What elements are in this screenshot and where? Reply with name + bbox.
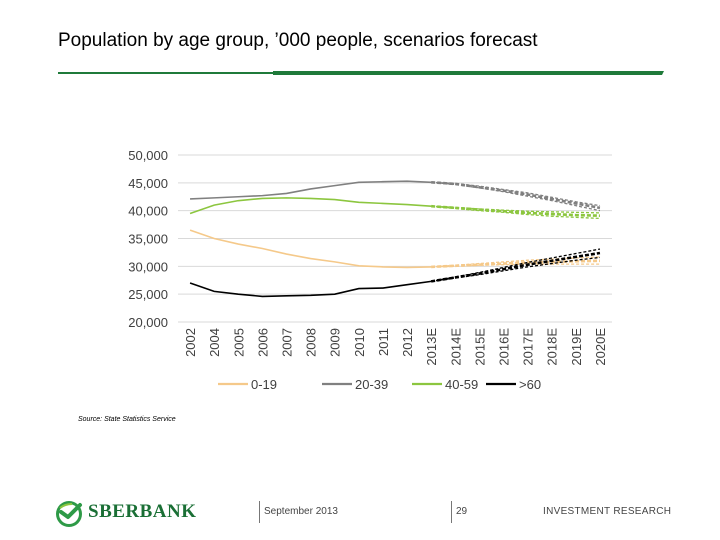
x-tick-label: 2009 bbox=[328, 328, 343, 357]
footer-date: September 2013 bbox=[264, 506, 338, 517]
slide-title: Population by age group, ’000 people, sc… bbox=[58, 30, 538, 51]
series-line-40-59 bbox=[189, 197, 432, 215]
y-tick-label: 30,000 bbox=[128, 259, 168, 274]
y-tick-label: 45,000 bbox=[128, 176, 168, 191]
x-tick-label: 2006 bbox=[255, 328, 270, 357]
series-forecast-40-59 bbox=[431, 204, 600, 217]
page-number: 29 bbox=[456, 506, 468, 517]
series-forecast-20-39 bbox=[431, 180, 601, 210]
x-tick-label: 2002 bbox=[183, 328, 198, 357]
legend-label: 20-39 bbox=[355, 377, 388, 392]
x-tick-label: 2004 bbox=[207, 328, 222, 357]
title-underline-bar bbox=[58, 71, 664, 75]
x-tick-label: 2005 bbox=[231, 328, 246, 357]
series-line-0-19 bbox=[189, 229, 432, 269]
sberbank-logo-mark bbox=[56, 501, 82, 527]
gridlines bbox=[178, 154, 612, 323]
scenario-low-40-59 bbox=[431, 205, 600, 220]
y-tick-label: 40,000 bbox=[128, 204, 168, 219]
chart-legend: 0-19 20-39 40-59 >60 bbox=[218, 377, 541, 392]
title-underline bbox=[58, 71, 664, 75]
footer-department: INVESTMENT RESEARCH bbox=[543, 506, 672, 517]
x-axis-tick-labels: 2002 2004 2005 2006 2007 2008 2009 2010 2011 2012… bbox=[183, 328, 608, 366]
y-tick-label: 20,000 bbox=[128, 315, 168, 330]
x-tick-label: 2017E bbox=[521, 328, 536, 366]
source-note: Source: State Statistics Service bbox=[78, 416, 176, 423]
y-axis-tick-labels: 20,000 25,000 30,000 35,000 40,000 45,000 50,0… bbox=[128, 148, 168, 330]
footer-divider bbox=[451, 501, 452, 523]
x-tick-label: 2018E bbox=[545, 328, 560, 366]
x-tick-label: 2010 bbox=[352, 328, 367, 357]
y-tick-label: 25,000 bbox=[128, 287, 168, 302]
scenario-high-20-39 bbox=[431, 181, 601, 207]
scenario-high-0-19 bbox=[431, 256, 600, 268]
series-line->60 bbox=[189, 280, 432, 298]
series-forecast->60 bbox=[430, 251, 601, 283]
legend-label: 0-19 bbox=[251, 377, 277, 392]
scenario-low->60 bbox=[431, 256, 601, 283]
x-tick-label: 2011 bbox=[376, 328, 391, 356]
x-tick-label: 2014E bbox=[448, 328, 463, 366]
y-tick-label: 35,000 bbox=[128, 232, 168, 247]
scenario-high-40-59 bbox=[431, 205, 600, 214]
x-tick-label: 2019E bbox=[569, 328, 584, 366]
x-tick-label: 2012 bbox=[400, 328, 415, 357]
x-tick-label: 2007 bbox=[280, 328, 295, 357]
series-line-20-39 bbox=[190, 180, 432, 200]
x-tick-label: 2008 bbox=[304, 328, 319, 357]
legend-label: 40-59 bbox=[445, 377, 478, 392]
x-tick-label: 2020E bbox=[593, 328, 608, 366]
series-lines bbox=[189, 180, 601, 298]
x-tick-label: 2016E bbox=[497, 328, 512, 366]
x-tick-label: 2015E bbox=[472, 328, 487, 366]
brand-name: SBERBANK bbox=[88, 501, 197, 522]
footer-divider bbox=[259, 501, 260, 523]
scenario-low-20-39 bbox=[431, 181, 601, 212]
scenario-high->60 bbox=[431, 248, 601, 283]
y-tick-label: 50,000 bbox=[128, 148, 168, 163]
x-tick-label: 2013E bbox=[424, 328, 439, 366]
sberbank-logo bbox=[56, 501, 82, 527]
legend-label: >60 bbox=[519, 377, 541, 392]
scenario-low-0-19 bbox=[431, 263, 600, 268]
